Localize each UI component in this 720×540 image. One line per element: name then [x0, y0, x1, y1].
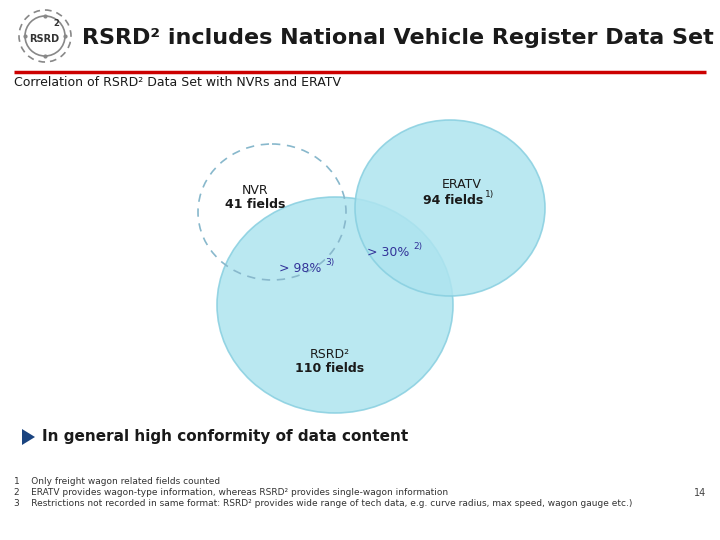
- Text: RSRD² includes National Vehicle Register Data Set: RSRD² includes National Vehicle Register…: [82, 28, 714, 48]
- Text: 2): 2): [413, 241, 422, 251]
- Text: 14: 14: [694, 488, 706, 498]
- Text: > 98%: > 98%: [279, 261, 321, 274]
- Text: 1    Only freight wagon related fields counted: 1 Only freight wagon related fields coun…: [14, 477, 220, 486]
- Text: 2    ERATV provides wagon-type information, whereas RSRD² provides single-wagon : 2 ERATV provides wagon-type information,…: [14, 488, 448, 497]
- Ellipse shape: [217, 197, 453, 413]
- Ellipse shape: [355, 120, 545, 296]
- Text: RSRD: RSRD: [29, 34, 59, 44]
- Text: NVR: NVR: [242, 184, 269, 197]
- Text: 110 fields: 110 fields: [295, 362, 364, 375]
- Text: RSRD²: RSRD²: [310, 348, 350, 361]
- Text: 41 fields: 41 fields: [225, 198, 285, 211]
- Text: ERATV: ERATV: [442, 179, 482, 192]
- Text: Correlation of RSRD² Data Set with NVRs and ERATV: Correlation of RSRD² Data Set with NVRs …: [14, 77, 341, 90]
- Text: In general high conformity of data content: In general high conformity of data conte…: [42, 429, 408, 444]
- Text: 3): 3): [325, 258, 334, 267]
- Text: 3    Restrictions not recorded in same format: RSRD² provides wide range of tech: 3 Restrictions not recorded in same form…: [14, 499, 632, 508]
- Polygon shape: [22, 429, 35, 445]
- Text: 1): 1): [485, 190, 494, 199]
- Text: > 30%: > 30%: [366, 246, 409, 259]
- Text: 94 fields: 94 fields: [423, 193, 483, 206]
- Text: 2: 2: [53, 19, 59, 29]
